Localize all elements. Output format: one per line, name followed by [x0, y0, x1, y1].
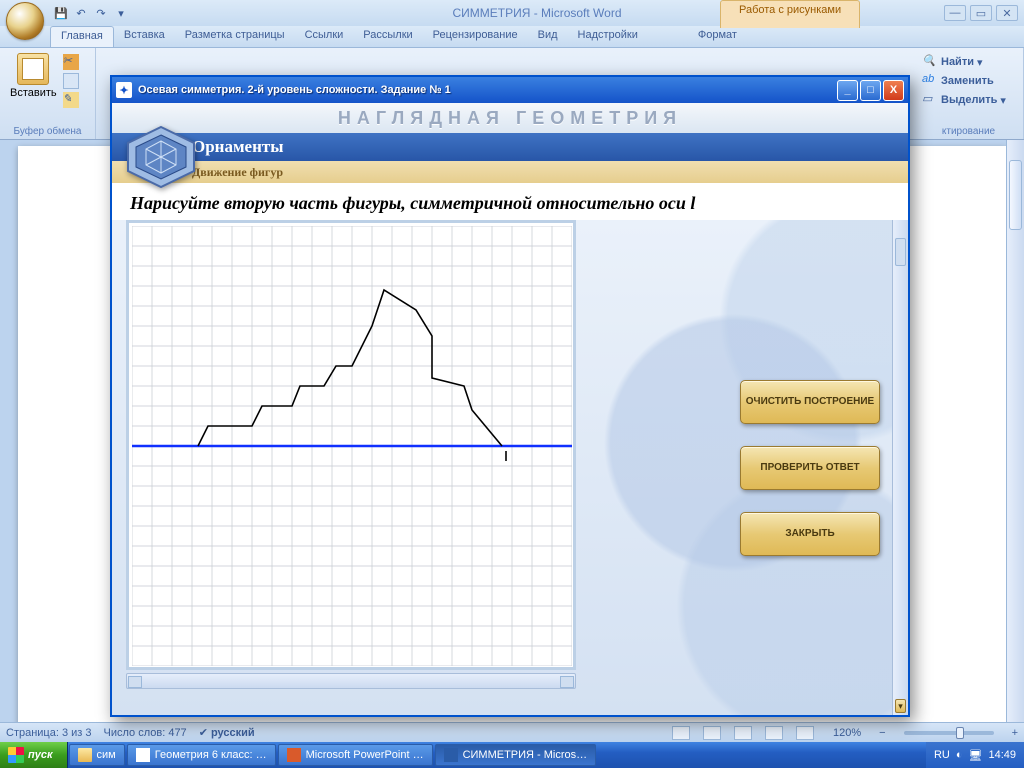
task-instruction: Нарисуйте вторую часть фигуры, симметрич…	[112, 183, 908, 220]
editing-group-label: ктирование	[920, 125, 1017, 139]
zoom-in-button[interactable]: +	[1012, 727, 1018, 739]
zoom-slider[interactable]	[904, 731, 994, 735]
tray-clock: 14:49	[988, 749, 1016, 761]
qat-dropdown-icon[interactable]: ▾	[112, 4, 130, 22]
ribbon-tab-8[interactable]: Формат	[688, 26, 747, 47]
app-title-text: Осевая симметрия. 2-й уровень сложности.…	[138, 84, 451, 96]
ribbon-tab-5[interactable]: Рецензирование	[423, 26, 528, 47]
view-draft[interactable]	[796, 726, 814, 740]
quick-access-toolbar: 💾 ↶ ↷ ▾	[52, 4, 130, 22]
ribbon-tabs: ГлавнаяВставкаРазметка страницыСсылкиРас…	[0, 26, 1024, 48]
app-subsection-title: Движение фигур	[112, 161, 908, 183]
app-title-bar: ✦ Осевая симметрия. 2-й уровень сложност…	[112, 77, 908, 103]
close-button[interactable]: ✕	[996, 5, 1018, 21]
scroll-down-icon[interactable]: ▾	[895, 699, 906, 713]
status-lang: ✔ русский	[199, 726, 255, 739]
office-button[interactable]	[6, 2, 44, 40]
tray-icon-1[interactable]: ◐	[956, 749, 963, 761]
windows-flag-icon	[8, 747, 24, 763]
word-vertical-scrollbar[interactable]	[1006, 140, 1024, 726]
view-outline[interactable]	[765, 726, 783, 740]
select-icon: ▭	[922, 92, 938, 108]
status-words: Число слов: 477	[104, 727, 187, 739]
cut-button[interactable]: ✂	[61, 53, 81, 71]
taskbar-item-1[interactable]: Геометрия 6 класс: …	[127, 744, 276, 766]
clipboard-mini: ✂ ✎	[61, 51, 81, 109]
ribbon-tab-0[interactable]: Главная	[50, 26, 114, 47]
view-print-layout[interactable]	[672, 726, 690, 740]
replace-button[interactable]: abЗаменить	[920, 72, 1017, 90]
ribbon-tab-3[interactable]: Ссылки	[295, 26, 354, 47]
tray-icon-2[interactable]: 🖥	[969, 749, 983, 762]
app-window: ✦ Осевая симметрия. 2-й уровень сложност…	[110, 75, 910, 717]
app-icon: ✦	[116, 82, 132, 98]
ribbon-tab-2[interactable]: Разметка страницы	[175, 26, 295, 47]
start-label: пуск	[28, 749, 53, 761]
editing-group: 🔍Найти ▾ abЗаменить ▭Выделить ▾ ктирован…	[914, 48, 1024, 139]
minimize-button[interactable]: —	[944, 5, 966, 21]
check-button[interactable]: ПРОВЕРИТЬ ОТВЕТ	[740, 446, 880, 490]
app-minimize-button[interactable]: _	[837, 80, 858, 101]
maximize-button[interactable]: ▭	[970, 5, 992, 21]
replace-icon: ab	[922, 73, 938, 89]
taskbar: пуск симГеометрия 6 класс: …Microsoft Po…	[0, 742, 1024, 768]
app-brand-header: НАГЛЯДНАЯ ГЕОМЕТРИЯ	[112, 103, 908, 133]
copy-button[interactable]	[61, 72, 81, 90]
canvas-h-scrollbar[interactable]	[126, 673, 576, 689]
ribbon-tab-7[interactable]: Надстройки	[568, 26, 648, 47]
clipboard-group-label: Буфер обмена	[6, 125, 89, 139]
taskbar-item-0[interactable]: сим	[69, 744, 125, 766]
format-painter-button[interactable]: ✎	[61, 91, 81, 109]
ribbon-tab-1[interactable]: Вставка	[114, 26, 175, 47]
status-bar: Страница: 3 из 3 Число слов: 477 ✔ русск…	[0, 722, 1024, 742]
select-button[interactable]: ▭Выделить ▾	[920, 91, 1017, 109]
app-close-button[interactable]: X	[883, 80, 904, 101]
view-web[interactable]	[734, 726, 752, 740]
ribbon-tab-6[interactable]: Вид	[528, 26, 568, 47]
app-content: ОЧИСТИТЬ ПОСТРОЕНИЕ ПРОВЕРИТЬ ОТВЕТ ЗАКР…	[112, 220, 908, 715]
ribbon-tab-4[interactable]: Рассылки	[353, 26, 422, 47]
redo-icon[interactable]: ↷	[92, 4, 110, 22]
save-icon[interactable]: 💾	[52, 4, 70, 22]
system-tray: RU ◐ 🖥 14:49	[926, 742, 1024, 768]
tray-lang[interactable]: RU	[934, 749, 950, 761]
action-buttons: ОЧИСТИТЬ ПОСТРОЕНИЕ ПРОВЕРИТЬ ОТВЕТ ЗАКР…	[740, 380, 880, 556]
undo-icon[interactable]: ↶	[72, 4, 90, 22]
context-tab-label: Работа с рисунками	[720, 0, 860, 28]
start-button[interactable]: пуск	[0, 742, 68, 768]
find-icon: 🔍	[922, 54, 938, 70]
view-reading[interactable]	[703, 726, 721, 740]
taskbar-item-2[interactable]: Microsoft PowerPoint …	[278, 744, 433, 766]
clear-button[interactable]: ОЧИСТИТЬ ПОСТРОЕНИЕ	[740, 380, 880, 424]
paste-label: Вставить	[10, 87, 57, 99]
taskbar-item-3[interactable]: СИММЕТРИЯ - Micros…	[435, 744, 597, 766]
find-button[interactable]: 🔍Найти ▾	[920, 53, 1017, 71]
paste-button[interactable]: Вставить	[6, 51, 61, 109]
app-brand-text: НАГЛЯДНАЯ ГЕОМЕТРИЯ	[338, 108, 682, 129]
word-title-bar: 💾 ↶ ↷ ▾ СИММЕТРИЯ - Microsoft Word — ▭ ✕	[0, 0, 1024, 26]
app-logo-icon	[124, 125, 198, 189]
clipboard-icon	[17, 53, 49, 85]
app-section-title: Орнаменты	[112, 133, 908, 161]
close-task-button[interactable]: ЗАКРЫТЬ	[740, 512, 880, 556]
status-page: Страница: 3 из 3	[6, 727, 92, 739]
zoom-value: 120%	[833, 727, 861, 739]
drawing-canvas[interactable]	[126, 220, 576, 670]
app-v-scrollbar[interactable]: ▾	[892, 220, 908, 715]
clipboard-group: Вставить ✂ ✎ Буфер обмена	[0, 48, 96, 139]
app-maximize-button[interactable]: □	[860, 80, 881, 101]
zoom-out-button[interactable]: −	[879, 727, 885, 739]
